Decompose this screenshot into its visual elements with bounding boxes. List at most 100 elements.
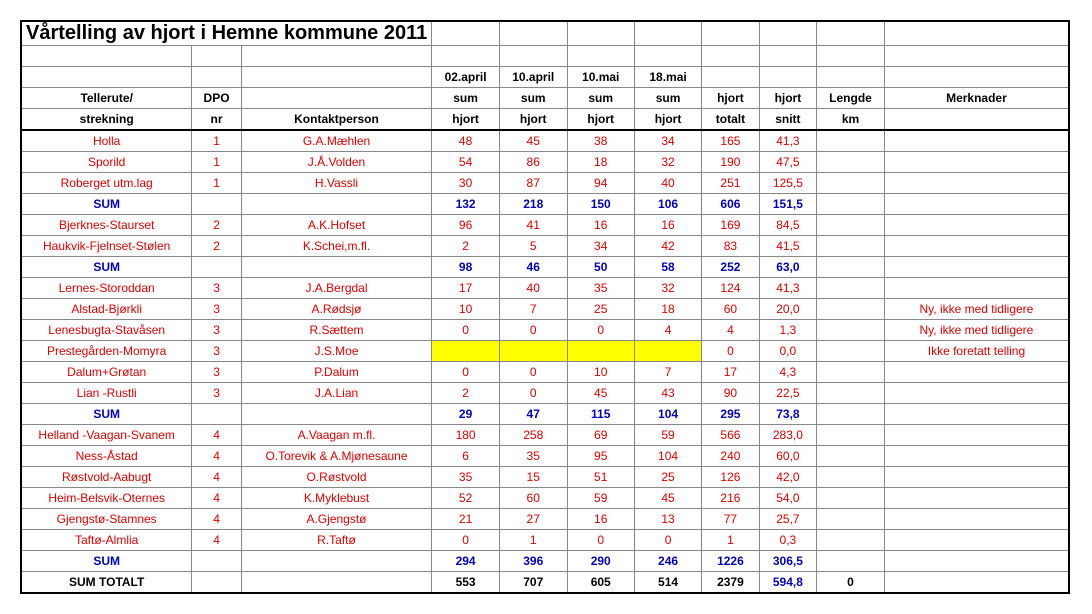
table-row: Røstvold-Aabugt4O.Røstvold3515512512642,… [21, 467, 1069, 488]
cell-value: 32 [634, 152, 701, 173]
cell-sum-total: 295 [702, 404, 759, 425]
cell-value: 52 [432, 488, 500, 509]
cell-kontakt: K.Schei,m.fl. [241, 236, 432, 257]
cell-value: 35 [432, 467, 500, 488]
cell-sum-label: SUM [21, 194, 192, 215]
cell-dpo: 3 [192, 383, 241, 404]
cell-total: 90 [702, 383, 759, 404]
cell-value: 0 [432, 320, 500, 341]
cell-value: 34 [567, 236, 634, 257]
cell-value: 16 [567, 509, 634, 530]
cell-total: 60 [702, 299, 759, 320]
cell-name: Gjengstø-Stamnes [21, 509, 192, 530]
col-tellerute-1: Tellerute/ [21, 88, 192, 109]
cell-value: 35 [499, 446, 567, 467]
cell-sum-label: SUM [21, 551, 192, 572]
cell-value: 0 [499, 383, 567, 404]
cell-value: 43 [634, 383, 701, 404]
cell-snitt: 41,3 [759, 130, 817, 152]
cell-value: 0 [567, 530, 634, 551]
cell-value: 35 [567, 278, 634, 299]
cell-name: Dalum+Grøtan [21, 362, 192, 383]
col-dpo-1: DPO [192, 88, 241, 109]
col-kontakt: Kontaktperson [241, 109, 432, 131]
cell-kontakt: R.Taftø [241, 530, 432, 551]
cell-value: 0 [432, 530, 500, 551]
cell-snitt: 54,0 [759, 488, 817, 509]
cell-sum-value: 50 [567, 257, 634, 278]
cell-sum-value: 396 [499, 551, 567, 572]
cell-snitt: 60,0 [759, 446, 817, 467]
cell-snitt: 125,5 [759, 173, 817, 194]
cell-value: 258 [499, 425, 567, 446]
cell-sum-value: 47 [499, 404, 567, 425]
cell-name: Taftø-Almlia [21, 530, 192, 551]
page-title: Vårtelling av hjort i Hemne kommune 2011 [21, 21, 432, 46]
table-row: Lenesbugta-Stavåsen3R.Sættem000441,3Ny, … [21, 320, 1069, 341]
cell-kontakt: H.Vassli [241, 173, 432, 194]
cell-value [567, 341, 634, 362]
cell-value [634, 341, 701, 362]
table-row: SUM9846505825263,0 [21, 257, 1069, 278]
cell-snitt: 22,5 [759, 383, 817, 404]
cell-name: Ness-Åstad [21, 446, 192, 467]
cell-kontakt: J.Å.Volden [241, 152, 432, 173]
cell-sum-value: 132 [432, 194, 500, 215]
cell-sum-label: SUM [21, 404, 192, 425]
cell-total: 1 [702, 530, 759, 551]
table-row: Gjengstø-Stamnes4A.Gjengstø212716137725,… [21, 509, 1069, 530]
cell-snitt: 1,3 [759, 320, 817, 341]
cell-sum-snitt: 63,0 [759, 257, 817, 278]
cell-name: Lian -Rustli [21, 383, 192, 404]
cell-value: 27 [499, 509, 567, 530]
cell-value: 48 [432, 130, 500, 152]
cell-total-label: SUM TOTALT [21, 572, 192, 594]
table-row: Prestegården-Momyra3J.S.Moe00,0Ikke fore… [21, 341, 1069, 362]
cell-total: 0 [702, 341, 759, 362]
cell-sum-value: 98 [432, 257, 500, 278]
cell-value: 16 [634, 215, 701, 236]
cell-kontakt: J.S.Moe [241, 341, 432, 362]
cell-merknad [884, 236, 1069, 257]
table-row: SUM294711510429573,8 [21, 404, 1069, 425]
cell-dpo: 1 [192, 152, 241, 173]
cell-total: 190 [702, 152, 759, 173]
cell-name: Sporild [21, 152, 192, 173]
cell-value: 10 [432, 299, 500, 320]
cell-value: 15 [499, 467, 567, 488]
cell-snitt: 41,3 [759, 278, 817, 299]
cell-kontakt: J.A.Bergdal [241, 278, 432, 299]
table-row: Helland -Vaagan-Svanem4A.Vaagan m.fl.180… [21, 425, 1069, 446]
cell-snitt: 0,0 [759, 341, 817, 362]
cell-name: Alstad-Bjørkli [21, 299, 192, 320]
cell-name: Roberget utm.lag [21, 173, 192, 194]
cell-value: 18 [567, 152, 634, 173]
cell-sum-total: 606 [702, 194, 759, 215]
cell-sum-value: 104 [634, 404, 701, 425]
cell-sum-total: 1226 [702, 551, 759, 572]
cell-value: 6 [432, 446, 500, 467]
table-row: Bjerknes-Staurset2A.K.Hofset964116161698… [21, 215, 1069, 236]
cell-dpo: 4 [192, 446, 241, 467]
cell-total: 566 [702, 425, 759, 446]
cell-value: 41 [499, 215, 567, 236]
cell-kontakt: A.K.Hofset [241, 215, 432, 236]
cell-value: 16 [567, 215, 634, 236]
cell-value: 45 [567, 383, 634, 404]
cell-dpo: 4 [192, 509, 241, 530]
col-date-3: 10.mai [567, 67, 634, 88]
cell-value: 96 [432, 215, 500, 236]
cell-value: 30 [432, 173, 500, 194]
cell-total: 77 [702, 509, 759, 530]
cell-name: Heim-Belsvik-Oternes [21, 488, 192, 509]
cell-value: 2 [432, 383, 500, 404]
cell-value: 87 [499, 173, 567, 194]
col-date-4: 18.mai [634, 67, 701, 88]
table-row: SUM132218150106606151,5 [21, 194, 1069, 215]
cell-value: 40 [499, 278, 567, 299]
cell-value: 0 [499, 362, 567, 383]
cell-sum-value: 290 [567, 551, 634, 572]
cell-dpo: 3 [192, 278, 241, 299]
cell-name: Helland -Vaagan-Svanem [21, 425, 192, 446]
cell-sum-value: 106 [634, 194, 701, 215]
